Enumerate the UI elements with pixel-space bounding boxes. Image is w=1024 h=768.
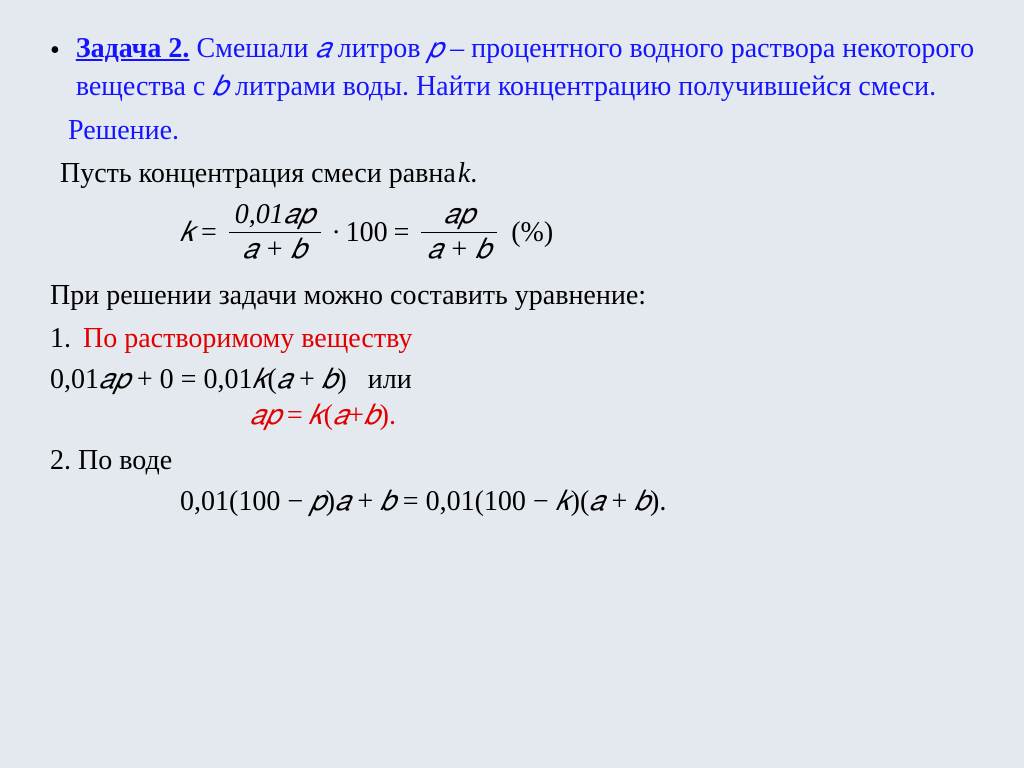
f1-den1b: 𝑏	[291, 234, 307, 265]
e3-plus: +	[357, 486, 373, 517]
f1-den2a: 𝑎	[427, 234, 442, 265]
e3-m2: −	[533, 486, 549, 517]
item1-text: По растворимому веществу	[83, 323, 412, 354]
f1-eq2: =	[394, 217, 410, 249]
bullet-icon: •	[50, 32, 60, 70]
let-k: k	[458, 158, 470, 189]
p-s4: литрами воды. Найти концентрацию получив…	[228, 71, 936, 102]
f1-k: 𝑘	[180, 217, 195, 249]
eq-line-3: 0,01(100 − 𝑝)𝑎 + 𝑏 = 0,01(100 − 𝑘)(𝑎 + 𝑏…	[50, 486, 984, 518]
e1-k: 𝑘	[252, 364, 267, 395]
f1-den2b: 𝑏	[476, 234, 492, 265]
problem-text: Задача 2. Смешали 𝑎 литров 𝑝 – процентно…	[76, 30, 984, 106]
p-var-a: 𝑎	[315, 33, 330, 64]
e1-or: или	[368, 364, 412, 395]
item-2: 2. По воде	[50, 442, 984, 480]
e1-c: 0,01	[203, 364, 252, 395]
item2-num: 2.	[50, 445, 71, 476]
e3-r3: )	[650, 486, 659, 517]
f1-den1a: 𝑎	[243, 234, 258, 265]
e3-p: 𝑝	[310, 486, 326, 517]
eq-line-2: 𝑎𝑝 = 𝑘(𝑎 + 𝑏).	[50, 400, 984, 432]
e3-m1: −	[287, 486, 303, 517]
let-t1: Пусть концентрация смеси равна	[60, 158, 456, 189]
e1-r: )	[337, 364, 346, 395]
e1-l: (	[267, 364, 276, 395]
f1-frac2: 𝑎𝑝 𝑎 + 𝑏	[421, 199, 497, 266]
solution-heading: Решение.	[68, 112, 984, 150]
f1-num1a: 0,01	[235, 199, 284, 230]
p-var-b: 𝑏	[212, 71, 228, 102]
e3-a2: 𝑎	[589, 486, 604, 517]
e3-l1: (	[229, 486, 238, 517]
e2-l: (	[324, 400, 333, 432]
let-line: Пусть концентрация смеси равнаk.	[60, 155, 984, 193]
e1-bb: 𝑏	[322, 364, 338, 395]
e3-c1: 0,01	[180, 486, 229, 517]
compose-line: При решении задачи можно составить уравн…	[50, 277, 984, 315]
f1-dot: ∙	[333, 217, 340, 249]
e2-dot: .	[389, 400, 396, 432]
e2-ap: 𝑎𝑝	[250, 400, 281, 432]
f1-frac1: 0,01𝑎𝑝 𝑎 + 𝑏	[229, 199, 321, 266]
e3-a: 𝑎	[335, 486, 350, 517]
e3-l3: (	[580, 486, 589, 517]
e3-k: 𝑘	[556, 486, 571, 517]
e3-h2: 100	[484, 486, 526, 517]
f1-eq1: =	[201, 217, 217, 249]
item2-text: По воде	[78, 445, 172, 476]
problem-block: • Задача 2. Смешали 𝑎 литров 𝑝 – процент…	[50, 30, 984, 112]
e1-p2: +	[299, 364, 315, 395]
e1-plus: +	[137, 364, 160, 395]
slide: • Задача 2. Смешали 𝑎 литров 𝑝 – процент…	[0, 0, 1024, 768]
f1-pct: (%)	[511, 217, 553, 249]
e3-h1: 100	[238, 486, 280, 517]
p-s1: Смешали	[189, 33, 315, 64]
e3-c2: 0,01	[426, 486, 475, 517]
e3-dot: .	[659, 486, 666, 517]
e1-eq: =	[181, 364, 204, 395]
e3-p2: +	[612, 486, 628, 517]
e3-b: 𝑏	[380, 486, 396, 517]
eq-line-1: 0,01𝑎𝑝 + 0 = 0,01𝑘(𝑎 + 𝑏) или	[50, 364, 984, 396]
f1-num2: 𝑎𝑝	[444, 199, 475, 230]
item1-num: 1.	[50, 323, 71, 354]
e3-b2: 𝑏	[634, 486, 650, 517]
formula-k: 𝑘 = 0,01𝑎𝑝 𝑎 + 𝑏 ∙ 100 = 𝑎𝑝 𝑎 + 𝑏 (%)	[50, 199, 984, 266]
f1-100: 100	[346, 217, 388, 249]
e3-r2: )	[571, 486, 580, 517]
e2-a: 𝑎	[333, 400, 348, 432]
p-var-p: 𝑝	[427, 33, 443, 64]
p-s2: литров	[331, 33, 428, 64]
e2-eq: =	[287, 400, 303, 432]
problem-label: Задача 2.	[76, 33, 190, 64]
e2-r: )	[380, 400, 389, 432]
e3-eq: =	[403, 486, 426, 517]
item-1: 1. По растворимому веществу	[50, 320, 984, 358]
e1-zero: 0	[160, 364, 174, 395]
e3-l2: (	[475, 486, 484, 517]
e2-k: 𝑘	[309, 400, 324, 432]
f1-den1p: +	[265, 234, 284, 265]
let-dot: .	[470, 158, 477, 189]
e1-aa: 𝑎	[277, 364, 292, 395]
f1-num1b: 𝑎𝑝	[284, 199, 315, 230]
f1-den2p: +	[450, 234, 469, 265]
e2-b: 𝑏	[364, 400, 380, 432]
e1-a: 0,01	[50, 364, 99, 395]
e3-r1: )	[326, 486, 335, 517]
e1-b: 𝑎𝑝	[99, 364, 130, 395]
e2-p: +	[348, 400, 364, 432]
